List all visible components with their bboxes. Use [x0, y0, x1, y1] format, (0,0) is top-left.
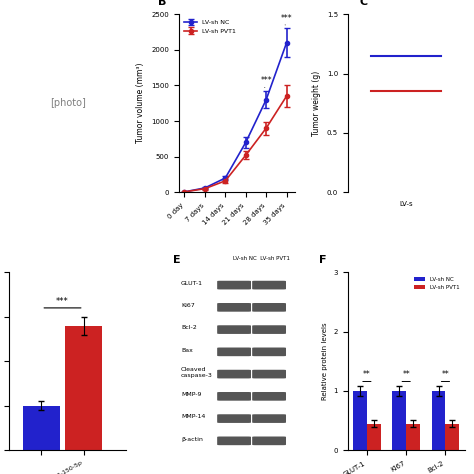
Bar	[367, 424, 381, 450]
FancyBboxPatch shape	[217, 347, 251, 356]
FancyBboxPatch shape	[217, 370, 251, 378]
FancyBboxPatch shape	[252, 325, 286, 334]
Bar	[432, 391, 446, 450]
Text: **: **	[363, 370, 371, 379]
Bar	[23, 406, 60, 450]
FancyBboxPatch shape	[217, 303, 251, 312]
Bar	[406, 424, 420, 450]
Text: GLUT-1: GLUT-1	[181, 281, 203, 286]
Text: ***: ***	[260, 76, 272, 85]
Text: B: B	[158, 0, 166, 7]
FancyBboxPatch shape	[252, 370, 286, 378]
Y-axis label: Relative protein levels: Relative protein levels	[322, 322, 328, 400]
FancyBboxPatch shape	[217, 281, 251, 290]
FancyBboxPatch shape	[252, 414, 286, 423]
Text: F: F	[319, 255, 326, 265]
FancyBboxPatch shape	[252, 303, 286, 312]
Text: LV-s: LV-s	[400, 201, 413, 208]
Text: Bcl-2: Bcl-2	[181, 326, 197, 330]
Bar	[353, 391, 367, 450]
Legend: LV-sh NC, LV-sh PVT1: LV-sh NC, LV-sh PVT1	[412, 275, 462, 292]
Bar	[446, 424, 459, 450]
FancyBboxPatch shape	[217, 392, 251, 401]
Text: MMP-9: MMP-9	[181, 392, 201, 397]
Text: Cleaved
caspase-3: Cleaved caspase-3	[181, 367, 213, 378]
Bar	[392, 391, 406, 450]
Bar	[65, 326, 102, 450]
FancyBboxPatch shape	[217, 437, 251, 445]
Text: Bax: Bax	[181, 348, 193, 353]
Y-axis label: Tumor weight (g): Tumor weight (g)	[312, 71, 321, 136]
Text: [photo]: [photo]	[50, 98, 86, 108]
Text: C: C	[359, 0, 368, 7]
FancyBboxPatch shape	[252, 392, 286, 401]
Legend: LV-sh NC, LV-sh PVT1: LV-sh NC, LV-sh PVT1	[182, 18, 238, 36]
Y-axis label: Tumor volume (mm³): Tumor volume (mm³)	[137, 63, 146, 144]
Text: β-actin: β-actin	[181, 437, 203, 442]
Text: **: **	[442, 370, 449, 379]
Text: **: **	[402, 370, 410, 379]
FancyBboxPatch shape	[252, 437, 286, 445]
FancyBboxPatch shape	[217, 325, 251, 334]
FancyBboxPatch shape	[252, 281, 286, 290]
Text: LV-sh NC  LV-sh PVT1: LV-sh NC LV-sh PVT1	[234, 256, 291, 262]
Text: Ki67: Ki67	[181, 303, 195, 308]
FancyBboxPatch shape	[252, 347, 286, 356]
Text: MMP-14: MMP-14	[181, 414, 205, 419]
Text: ***: ***	[281, 14, 292, 23]
Text: E: E	[173, 255, 181, 265]
Text: ***: ***	[56, 297, 69, 306]
FancyBboxPatch shape	[217, 414, 251, 423]
